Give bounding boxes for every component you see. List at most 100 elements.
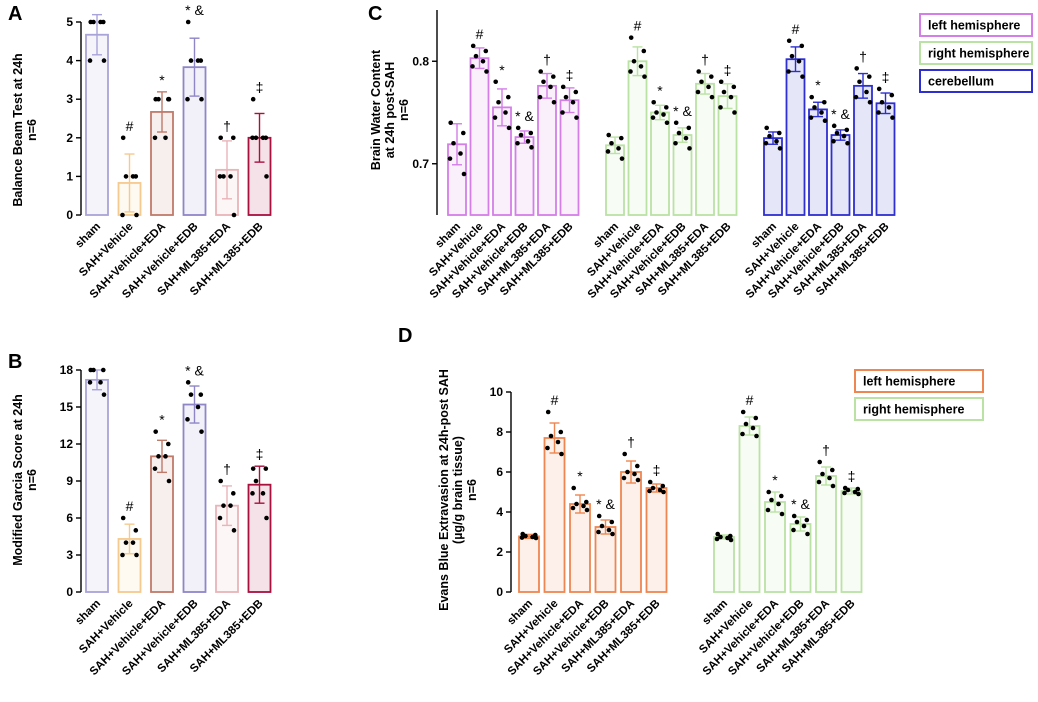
significance-mark: * & [185,362,204,378]
data-point [616,146,621,151]
data-point [676,130,682,136]
data-point [816,479,822,485]
data-point [87,58,93,63]
data-point [766,489,771,495]
y-axis-label: n=6 [465,479,479,501]
data-point [198,392,204,397]
data-point [217,174,223,179]
data-point [854,66,859,71]
data-point [130,540,136,545]
data-point [480,58,486,64]
data-point [750,425,756,431]
data-point [218,135,223,141]
data-point [231,528,237,533]
data-point [134,552,139,558]
bar [620,471,642,593]
data-point [786,69,791,74]
data-point [606,132,611,138]
data-point [721,89,727,95]
panel-letter: C [368,3,382,25]
data-point [156,454,161,459]
significance-mark: # [792,21,800,37]
data-point [657,487,663,493]
y-tick-label: 0 [66,585,73,599]
data-point [890,115,895,120]
data-point [163,135,168,141]
significance-mark: * [159,412,165,428]
data-point [718,105,723,110]
data-point [152,466,158,471]
data-point [638,64,644,69]
data-point [853,94,859,100]
bar [830,134,851,216]
bar [808,108,828,216]
data-point [822,99,827,105]
bar [738,425,761,593]
data-point [260,135,266,141]
significance-mark: † [223,118,231,134]
data-point [506,125,512,131]
significance-mark: # [126,118,134,134]
significance-mark: * [657,82,663,98]
y-axis-label: n=6 [25,119,39,141]
significance-mark: * [577,468,583,484]
data-point [537,94,543,100]
significance-mark: * & [791,496,810,512]
data-point [609,519,615,525]
significance-mark: † [223,461,231,477]
data-point [664,105,669,110]
data-point [570,505,576,511]
data-point [687,146,692,151]
data-point [625,469,630,475]
legend-label: left hemisphere [863,375,955,389]
data-point [120,212,125,218]
significance-mark: ‡ [653,462,661,478]
y-tick-label: 3 [66,548,73,562]
data-point [628,35,634,40]
data-point [264,515,269,521]
data-point [506,94,511,100]
panel-letter: D [398,325,412,347]
data-point [661,112,666,117]
data-point [123,174,129,179]
data-point [250,466,256,471]
data-point [650,485,656,491]
data-point [827,475,832,481]
data-point [185,417,190,422]
y-tick-label: 8 [496,425,503,439]
data-point [791,513,797,519]
significance-mark: * [815,77,821,93]
data-point [228,503,233,508]
data-point [808,115,814,120]
data-point [789,53,795,59]
data-point [574,115,579,120]
data-point [809,94,814,100]
data-point [260,491,266,496]
data-point [91,367,96,373]
data-point [195,404,201,410]
data-point [879,99,885,105]
data-point [461,171,467,177]
data-point [560,84,566,90]
data-point [548,84,553,90]
significance-mark: * [159,72,165,88]
data-point [555,439,561,445]
data-point [560,110,565,115]
data-point [779,511,785,517]
data-point [123,540,129,545]
data-point [515,140,520,146]
y-tick-label: 4 [496,505,503,519]
data-point [635,477,641,483]
data-point [718,534,723,540]
data-point [715,531,720,537]
significance-mark: # [126,498,134,514]
data-point [728,537,734,543]
data-point [573,89,579,95]
y-tick-label: 5 [66,15,73,29]
significance-mark: ‡ [256,79,264,95]
data-point [830,483,836,489]
data-point [217,515,223,521]
data-point [867,99,873,105]
data-point [728,94,734,100]
